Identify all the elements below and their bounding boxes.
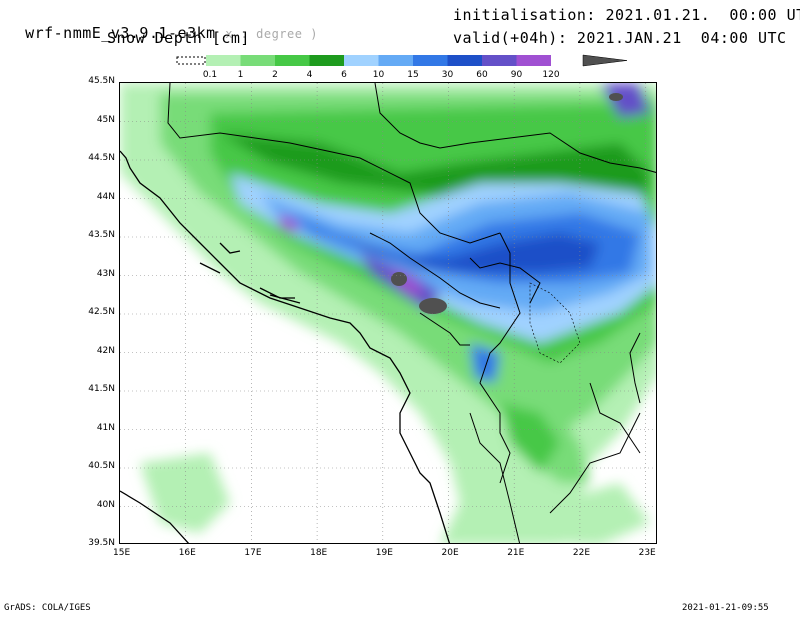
legend-color-box — [344, 55, 379, 66]
lat-tick-label: 41N — [96, 422, 115, 433]
country-borders — [167, 83, 656, 543]
valid-time: valid(+04h): 2021.JAN.21 04:00 UTC — [453, 29, 787, 47]
timestamp-label: 2021-01-21-09:55 — [682, 603, 769, 613]
legend-color-box — [447, 55, 482, 66]
legend-level-label: 2 — [272, 70, 278, 80]
coastlines — [120, 150, 451, 543]
lat-tick-label: 42.5N — [88, 307, 115, 317]
lat-tick-label: 40.5N — [88, 461, 115, 471]
lon-tick-label: 18E — [310, 548, 328, 558]
legend-level-label: 90 — [511, 70, 523, 80]
snow-depth-map — [120, 83, 656, 543]
region-borders — [529, 282, 581, 364]
lat-tick-label: 42N — [96, 345, 115, 356]
legend-color-box — [240, 55, 275, 66]
legend-level-label: 30 — [442, 70, 454, 80]
credit-label: GrADS: COLA/IGES — [4, 603, 91, 613]
legend-level-label: 6 — [341, 70, 347, 80]
snow-field — [120, 83, 656, 543]
legend-color-box — [309, 55, 344, 66]
lon-tick-label: 23E — [638, 548, 656, 558]
legend-color-box — [275, 55, 310, 66]
lat-lon-grid — [120, 83, 656, 543]
legend-color-box — [378, 55, 413, 66]
colorbar-legend: 0.1 1 2 4 6 10 15 30 60 90 120 — [176, 54, 628, 80]
lat-tick-label: 44N — [96, 191, 115, 202]
model-name: wrf-nmmE_v3.9.1-e3km x . degree ) — [25, 24, 318, 42]
lat-tick-label: 45N — [96, 114, 115, 125]
model-unit-hint: x . degree ) — [225, 27, 318, 41]
lat-tick-label: 41.5N — [88, 384, 115, 394]
lat-tick-label: 43.5N — [88, 230, 115, 240]
legend-arrow — [582, 54, 628, 67]
legend-below-threshold — [176, 56, 206, 65]
init-time: initialisation: 2021.01.21. 00:00 UTC — [453, 6, 800, 24]
lon-tick-label: 17E — [244, 548, 262, 558]
lat-tick-label: 45.5N — [88, 76, 115, 86]
lat-tick-label: 43N — [96, 268, 115, 279]
lon-tick-label: 22E — [572, 548, 591, 558]
lon-tick-label: 21E — [507, 548, 525, 558]
lon-tick-label: 15E — [113, 548, 131, 558]
legend-level-label: 120 — [542, 70, 559, 80]
lon-tick-label: 20E — [441, 548, 459, 558]
legend-level-label: 0.1 — [203, 70, 217, 80]
legend-level-label: 4 — [307, 70, 313, 80]
legend-level-label: 1 — [238, 70, 244, 80]
snow-peaks — [391, 93, 623, 314]
map-frame[interactable] — [119, 82, 657, 544]
legend-level-label: 10 — [373, 70, 385, 80]
legend-color-box — [413, 55, 448, 66]
lon-tick-label: 16E — [178, 548, 196, 558]
legend-color-box — [482, 55, 517, 66]
legend-level-label: 15 — [407, 70, 418, 80]
field-title: Snow Depth [cm] — [107, 29, 250, 47]
legend-color-box — [206, 55, 241, 66]
legend-color-box — [516, 55, 551, 66]
lon-tick-label: 19E — [375, 548, 393, 558]
lat-tick-label: 44.5N — [88, 153, 115, 163]
lat-tick-label: 39.5N — [88, 538, 115, 548]
legend-level-label: 60 — [476, 70, 488, 80]
lat-tick-label: 40N — [96, 499, 115, 510]
